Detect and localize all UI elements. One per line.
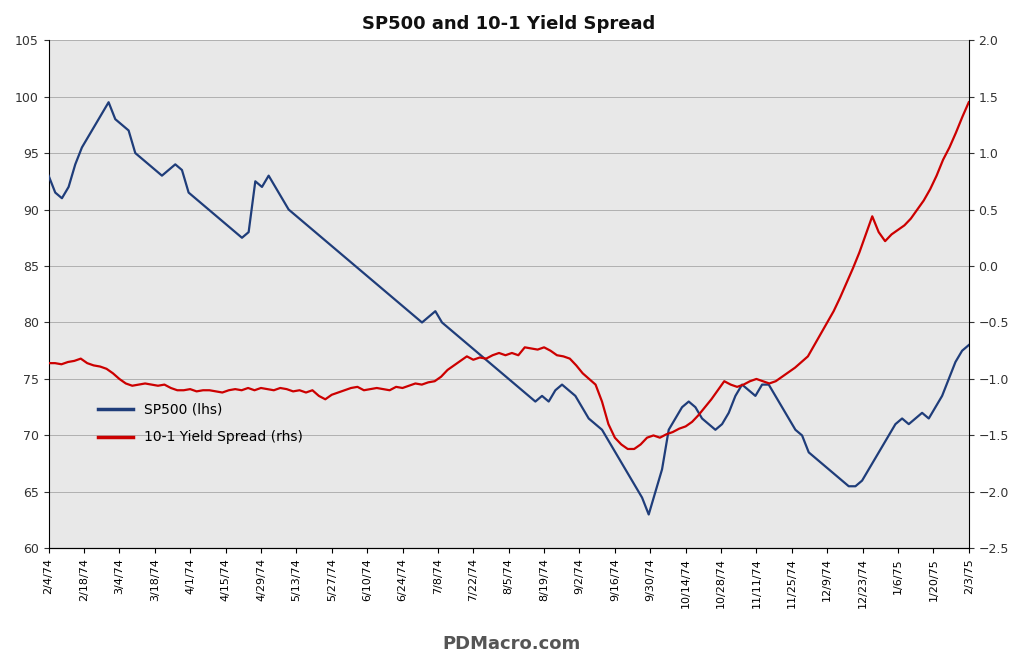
Title: SP500 and 10-1 Yield Spread: SP500 and 10-1 Yield Spread xyxy=(362,15,655,33)
Text: PDMacro.com: PDMacro.com xyxy=(442,635,582,653)
Legend: SP500 (lhs), 10-1 Yield Spread (rhs): SP500 (lhs), 10-1 Yield Spread (rhs) xyxy=(92,397,308,450)
